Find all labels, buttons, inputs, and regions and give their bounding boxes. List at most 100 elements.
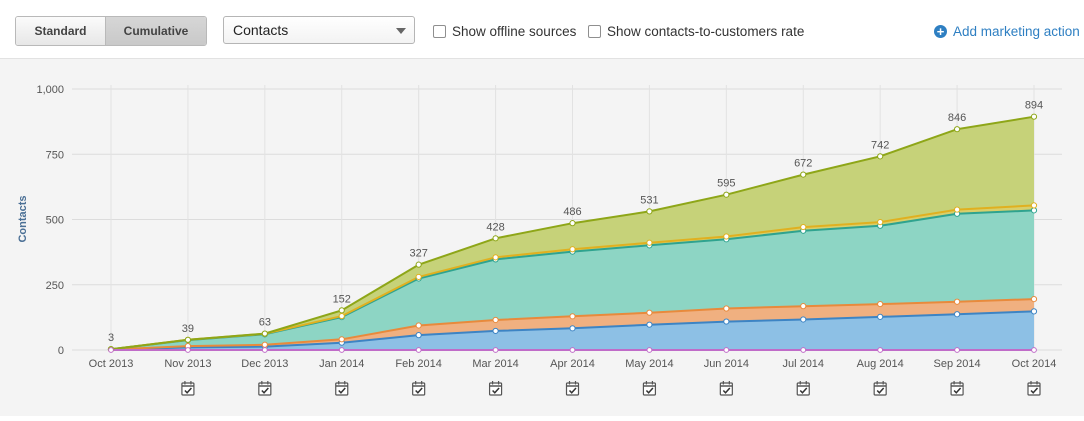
data-points <box>107 113 1038 353</box>
data-point <box>569 246 576 253</box>
data-label: 39 <box>182 323 194 335</box>
y-tick-label: 750 <box>46 149 64 161</box>
x-tick-label: Oct 2013 <box>89 358 134 370</box>
standard-button[interactable]: Standard <box>16 17 106 45</box>
chart-toolbar: Standard Cumulative Contacts Show offlin… <box>0 0 1084 58</box>
x-tick-label: Nov 2013 <box>164 358 211 370</box>
check-mark <box>799 387 808 394</box>
check-mark <box>492 387 500 394</box>
data-point <box>877 219 884 226</box>
calendar-check-icon[interactable] <box>719 381 733 396</box>
view-mode-toggle: Standard Cumulative <box>15 16 207 46</box>
data-point <box>723 305 730 312</box>
data-point <box>646 309 653 316</box>
calendar-check-icon[interactable] <box>565 381 580 396</box>
x-tick-label: Oct 2014 <box>1012 358 1057 370</box>
data-point <box>953 311 961 318</box>
calendar-body <box>488 382 503 396</box>
data-point <box>800 171 807 178</box>
contacts-chart: 3 39 63 152 327 428 486 531 595 672 742 846 894 0 250… <box>17 84 1062 396</box>
metric-select-value: Contacts <box>233 22 289 38</box>
data-point <box>261 347 268 353</box>
data-point <box>646 208 653 215</box>
y-tick-label: 0 <box>58 345 64 357</box>
data-point <box>338 307 345 314</box>
data-point <box>646 239 653 246</box>
x-tick-label: Jul 2014 <box>782 358 824 370</box>
data-point <box>261 330 268 337</box>
data-point <box>569 313 576 320</box>
data-point <box>800 303 807 310</box>
data-label: 846 <box>948 112 966 124</box>
data-point <box>1031 347 1037 353</box>
calendar-check-icon[interactable] <box>412 381 426 396</box>
calendar-body <box>873 382 887 396</box>
offline-sources-checkbox[interactable]: Show offline sources <box>433 23 576 39</box>
data-point <box>185 347 191 353</box>
checkbox-box[interactable] <box>433 24 446 38</box>
calendar-check-icon[interactable] <box>1027 381 1041 396</box>
data-point <box>108 347 114 353</box>
data-point <box>415 322 422 329</box>
data-point <box>415 273 422 281</box>
data-point <box>953 206 961 213</box>
y-tick-label: 250 <box>46 280 64 292</box>
data-point <box>1030 113 1038 120</box>
data-point <box>877 153 884 160</box>
data-point <box>569 325 576 332</box>
calendar-check-icon[interactable] <box>873 381 887 396</box>
add-marketing-action-link[interactable]: + Add marketing action <box>934 22 1080 40</box>
check-mark <box>184 387 192 394</box>
data-label: 595 <box>717 178 735 190</box>
calendar-check-icon[interactable] <box>488 381 503 396</box>
calendar-body <box>565 382 580 396</box>
data-point <box>877 300 884 308</box>
data-point <box>415 332 422 339</box>
data-point <box>492 327 499 335</box>
chart-area: 3 39 63 152 327 428 486 531 595 672 742 846 894 0 250… <box>0 58 1084 416</box>
calendar-body <box>1027 382 1041 396</box>
data-label: 63 <box>259 317 271 329</box>
calendar-body <box>335 382 349 396</box>
data-point <box>954 347 960 353</box>
check-mark <box>338 387 346 394</box>
calendar-check-icon[interactable] <box>181 381 195 396</box>
rate-checkbox[interactable]: Show contacts-to-customers rate <box>588 23 804 39</box>
data-point <box>338 312 345 320</box>
calendar-check-icon[interactable] <box>950 381 964 396</box>
check-mark <box>722 387 731 394</box>
data-point <box>184 336 192 343</box>
data-point <box>646 321 653 328</box>
data-point <box>415 261 422 268</box>
data-point <box>1030 207 1038 214</box>
calendar-body <box>950 382 964 396</box>
calendar-check-icon[interactable] <box>642 381 657 396</box>
data-label: 894 <box>1025 100 1043 112</box>
metric-select[interactable]: Contacts <box>223 16 415 44</box>
calendar-check-icon[interactable] <box>796 381 810 396</box>
data-point <box>1030 296 1038 303</box>
x-tick-label: Feb 2014 <box>395 358 441 370</box>
check-mark <box>876 387 885 394</box>
data-point <box>492 235 499 242</box>
add-marketing-action-label: Add marketing action <box>953 23 1080 39</box>
offline-sources-label: Show offline sources <box>452 23 577 39</box>
y-tick-label: 500 <box>46 215 64 227</box>
calendar-check-icon[interactable] <box>258 381 272 396</box>
check-mark <box>645 387 654 394</box>
data-labels: 3 39 63 152 327 428 486 531 595 672 742 846 894 <box>108 100 1043 345</box>
data-label: 486 <box>563 206 581 218</box>
data-point <box>492 347 499 353</box>
cumulative-button[interactable]: Cumulative <box>106 17 206 45</box>
y-tick-label: 1,000 <box>36 84 64 96</box>
calendar-body <box>796 382 810 396</box>
calendar-check-icon[interactable] <box>335 381 349 396</box>
calendar-body <box>719 382 733 396</box>
data-point <box>492 316 499 324</box>
chevron-down-icon <box>396 28 406 34</box>
checkbox-box[interactable] <box>588 24 601 38</box>
calendar-body <box>258 382 272 396</box>
area-series-2 <box>111 299 1034 350</box>
calendar-body <box>412 382 426 396</box>
y-axis-label: Contacts <box>17 195 29 242</box>
